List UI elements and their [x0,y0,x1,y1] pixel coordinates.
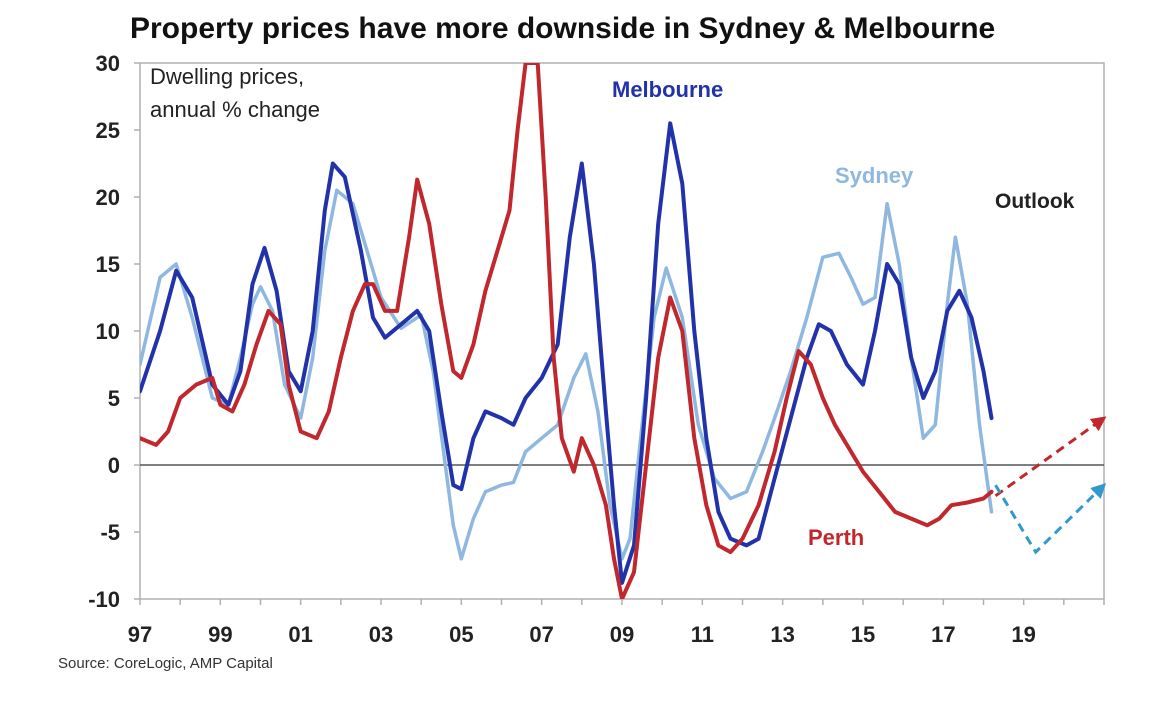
y-tick-label: -5 [100,520,120,545]
x-tick-label: 07 [529,622,553,647]
y-tick-label: 0 [108,453,120,478]
y-tick-label: 10 [96,319,120,344]
x-tick-label: 15 [851,622,875,647]
x-tick-label: 03 [369,622,393,647]
x-tick-label: 19 [1011,622,1035,647]
series-line-melbourne [140,121,994,585]
y-axis-ticks: 30 25 20 15 10 5 0 -5 -10 [88,51,140,612]
note-line-1: Dwelling prices, [150,64,304,89]
x-tick-label: 99 [208,622,232,647]
x-tick-label: 97 [128,622,152,647]
perth-label: Perth [808,525,864,550]
series-lines [140,63,994,599]
y-tick-label: 30 [96,51,120,76]
x-tick-label: 09 [610,622,634,647]
outlook-arrow-perth [994,416,1107,498]
x-tick-label: 17 [931,622,955,647]
series-line-perth [140,63,994,599]
x-axis-ticks: 97 99 01 03 05 07 09 11 13 15 17 19 [128,599,1105,647]
y-tick-label: -10 [88,587,120,612]
y-tick-label: 15 [96,252,120,277]
chart-title: Property prices have more downside in Sy… [130,12,995,45]
sydney-label: Sydney [835,163,914,188]
outlook-arrow-sydney-melbourne [994,482,1107,555]
y-tick-label: 20 [96,185,120,210]
x-tick-label: 13 [770,622,794,647]
source-note: Source: CoreLogic, AMP Capital [58,655,273,672]
y-tick-label: 5 [108,386,120,411]
x-tick-label: 01 [288,622,312,647]
x-tick-label: 11 [691,622,714,647]
x-tick-label: 05 [449,622,473,647]
note-line-2: annual % change [150,97,320,122]
melbourne-label: Melbourne [612,77,723,102]
y-tick-label: 25 [96,118,120,143]
outlook-label: Outlook [995,190,1075,213]
outlook-arrows [994,416,1107,555]
